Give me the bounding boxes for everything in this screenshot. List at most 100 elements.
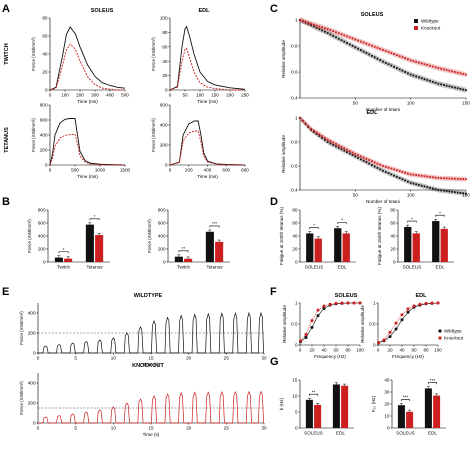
- G-k-sig-bracket: [309, 393, 318, 396]
- C-edl-point-wildtype: [371, 164, 373, 166]
- F-soleus-point-knockout: [352, 301, 356, 305]
- C-edl-point-wildtype: [315, 133, 318, 135]
- B-edl-category-label: Twitch: [177, 265, 190, 270]
- B-soleus-ytick-label: 600: [38, 221, 46, 226]
- E-knockout-xlabel: Time (s): [143, 432, 160, 437]
- C-soleus-point-knockout: [398, 55, 401, 58]
- E-knockout-xtick-label: 5: [74, 426, 77, 431]
- C-edl-point-wildtype: [368, 162, 371, 165]
- C-edl-point-wildtype: [445, 190, 448, 192]
- F-edl-ytick-label: 1: [373, 301, 376, 306]
- E-wildtype-xlabel: Time (s): [143, 362, 160, 367]
- F-soleus-xtick-label: 0: [299, 348, 302, 353]
- C-edl-point-wildtype: [409, 181, 412, 184]
- G-f50-bar-wildtype: [424, 388, 432, 428]
- C-edl-point-wildtype: [321, 137, 324, 139]
- C-soleus-point-wildtype: [310, 24, 312, 27]
- C-edl-point-wildtype: [393, 174, 395, 177]
- C-soleus-point-wildtype: [348, 43, 351, 46]
- C-soleus-point-wildtype: [359, 49, 362, 52]
- C-edl-point-knockout: [318, 133, 321, 136]
- C-soleus-point-knockout: [401, 56, 404, 59]
- C-edl-point-wildtype: [418, 184, 420, 186]
- C-edl-point-knockout: [332, 141, 335, 144]
- chart-F-soleus: 0 0.5 1 0 20 40 60 80 100 Frequency (Hz) Relative …: [282, 301, 364, 359]
- C-edl-point-knockout: [368, 159, 371, 161]
- C-edl-point-knockout: [451, 177, 454, 180]
- C-edl-point-wildtype: [426, 186, 429, 189]
- E-knockout-ytick-label: 200: [28, 401, 36, 406]
- A-edl-tetanus-xtick-label: 600: [222, 168, 230, 173]
- G-f50-bar-knockout: [406, 411, 414, 428]
- legend-c-wildtype-swatch: [414, 19, 418, 23]
- A-soleus-tetanus-ytick-label: 200: [40, 148, 48, 153]
- D-150th-sig-label: *: [439, 210, 441, 215]
- C-soleus-point-wildtype: [368, 53, 371, 56]
- D-150th-bar-wildtype: [432, 221, 440, 262]
- B-soleus-sig-label: *: [63, 247, 65, 252]
- A-soleus-tetanus-xtick-label: 1000: [95, 168, 106, 173]
- A-soleus-twitch-ytick-label: 40: [42, 52, 48, 57]
- C-soleus-point-wildtype: [340, 39, 343, 42]
- F-soleus-point-knockout: [358, 301, 362, 305]
- D-100th-ytick-label: 20: [292, 247, 298, 252]
- C-soleus-ytick-label: 0.6: [291, 70, 298, 75]
- C-edl-point-knockout: [340, 145, 343, 148]
- E-wildtype-xtick-label: 15: [148, 356, 154, 361]
- F-soleus-point-knockout: [346, 301, 350, 305]
- D-150th-ytick-label: 40: [390, 234, 396, 239]
- C-soleus-point-wildtype: [407, 72, 409, 75]
- C-edl-point-wildtype: [423, 185, 426, 188]
- F-edl-point-knockout: [412, 304, 416, 308]
- C-edl-point-wildtype: [420, 184, 423, 187]
- C-edl-point-wildtype: [359, 158, 362, 161]
- D-100th-ylabel: Fatigue at 100th tetanus (%): [279, 207, 284, 265]
- C-edl-point-knockout: [362, 156, 365, 159]
- A-edl-twitch-xlabel: Time (ms): [197, 99, 218, 104]
- C-soleus-point-knockout: [454, 71, 456, 73]
- F-soleus-point-knockout: [310, 319, 314, 323]
- D-150th-bar-knockout: [440, 228, 448, 262]
- A-soleus-tetanus-ytick-label: 800: [40, 103, 48, 108]
- C-soleus-point-wildtype: [335, 36, 337, 39]
- chart-F-edl: 0 0.5 1 0 20 40 60 80 100 Frequency (Hz) Relative …: [360, 301, 442, 359]
- C-edl-point-wildtype: [412, 182, 415, 185]
- C-soleus-point-knockout: [462, 73, 465, 75]
- C-edl-point-wildtype: [401, 178, 404, 181]
- A-soleus-twitch-ytick-label: 20: [42, 70, 48, 75]
- C-soleus-point-knockout: [437, 67, 440, 69]
- A-soleus-twitch-ytick-label: 0: [45, 88, 48, 93]
- row-label-tetanus: TETANUS: [4, 127, 10, 153]
- A-soleus-twitch-ytick-label: 60: [42, 34, 48, 39]
- C-soleus-point-wildtype: [456, 87, 459, 90]
- B-edl-ytick-label: 200: [158, 247, 166, 252]
- C-edl-point-knockout: [357, 154, 359, 157]
- F-edl-point-wildtype: [400, 318, 404, 322]
- B-edl-sig-bracket: [209, 225, 220, 228]
- F-edl-point-knockout: [424, 301, 428, 305]
- G-k-ytick-label: 5: [295, 410, 298, 415]
- C-soleus-point-wildtype: [395, 67, 398, 69]
- C-edl-point-wildtype: [456, 191, 459, 194]
- C-soleus-point-knockout: [335, 31, 337, 34]
- A-edl-tetanus-xtick-label: 800: [241, 168, 249, 173]
- C-soleus-point-knockout: [307, 21, 310, 24]
- F-edl-point-knockout: [388, 330, 392, 334]
- C-soleus-point-knockout: [415, 60, 418, 63]
- C-edl-point-wildtype: [329, 142, 332, 145]
- panel-letter-f: F: [270, 286, 277, 298]
- G-k-bar-wildtype: [332, 384, 340, 428]
- C-soleus-point-knockout: [354, 38, 357, 41]
- B-edl-bar-wildtype: [174, 256, 183, 262]
- C-soleus-point-wildtype: [373, 56, 376, 59]
- A-edl-twitch-series-wildtype: [169, 25, 246, 91]
- C-edl-point-wildtype: [332, 143, 335, 146]
- A-soleus-twitch-xtick-label: 400: [106, 93, 114, 98]
- C-soleus-point-wildtype: [454, 86, 456, 89]
- B-edl-ytick-label: 600: [158, 221, 166, 226]
- F-edl-xtick-label: 0: [377, 348, 380, 353]
- G-f50-ytick-label: 30: [384, 390, 390, 395]
- F-edl-point-knockout: [394, 321, 398, 325]
- F-edl-point-wildtype: [394, 327, 398, 331]
